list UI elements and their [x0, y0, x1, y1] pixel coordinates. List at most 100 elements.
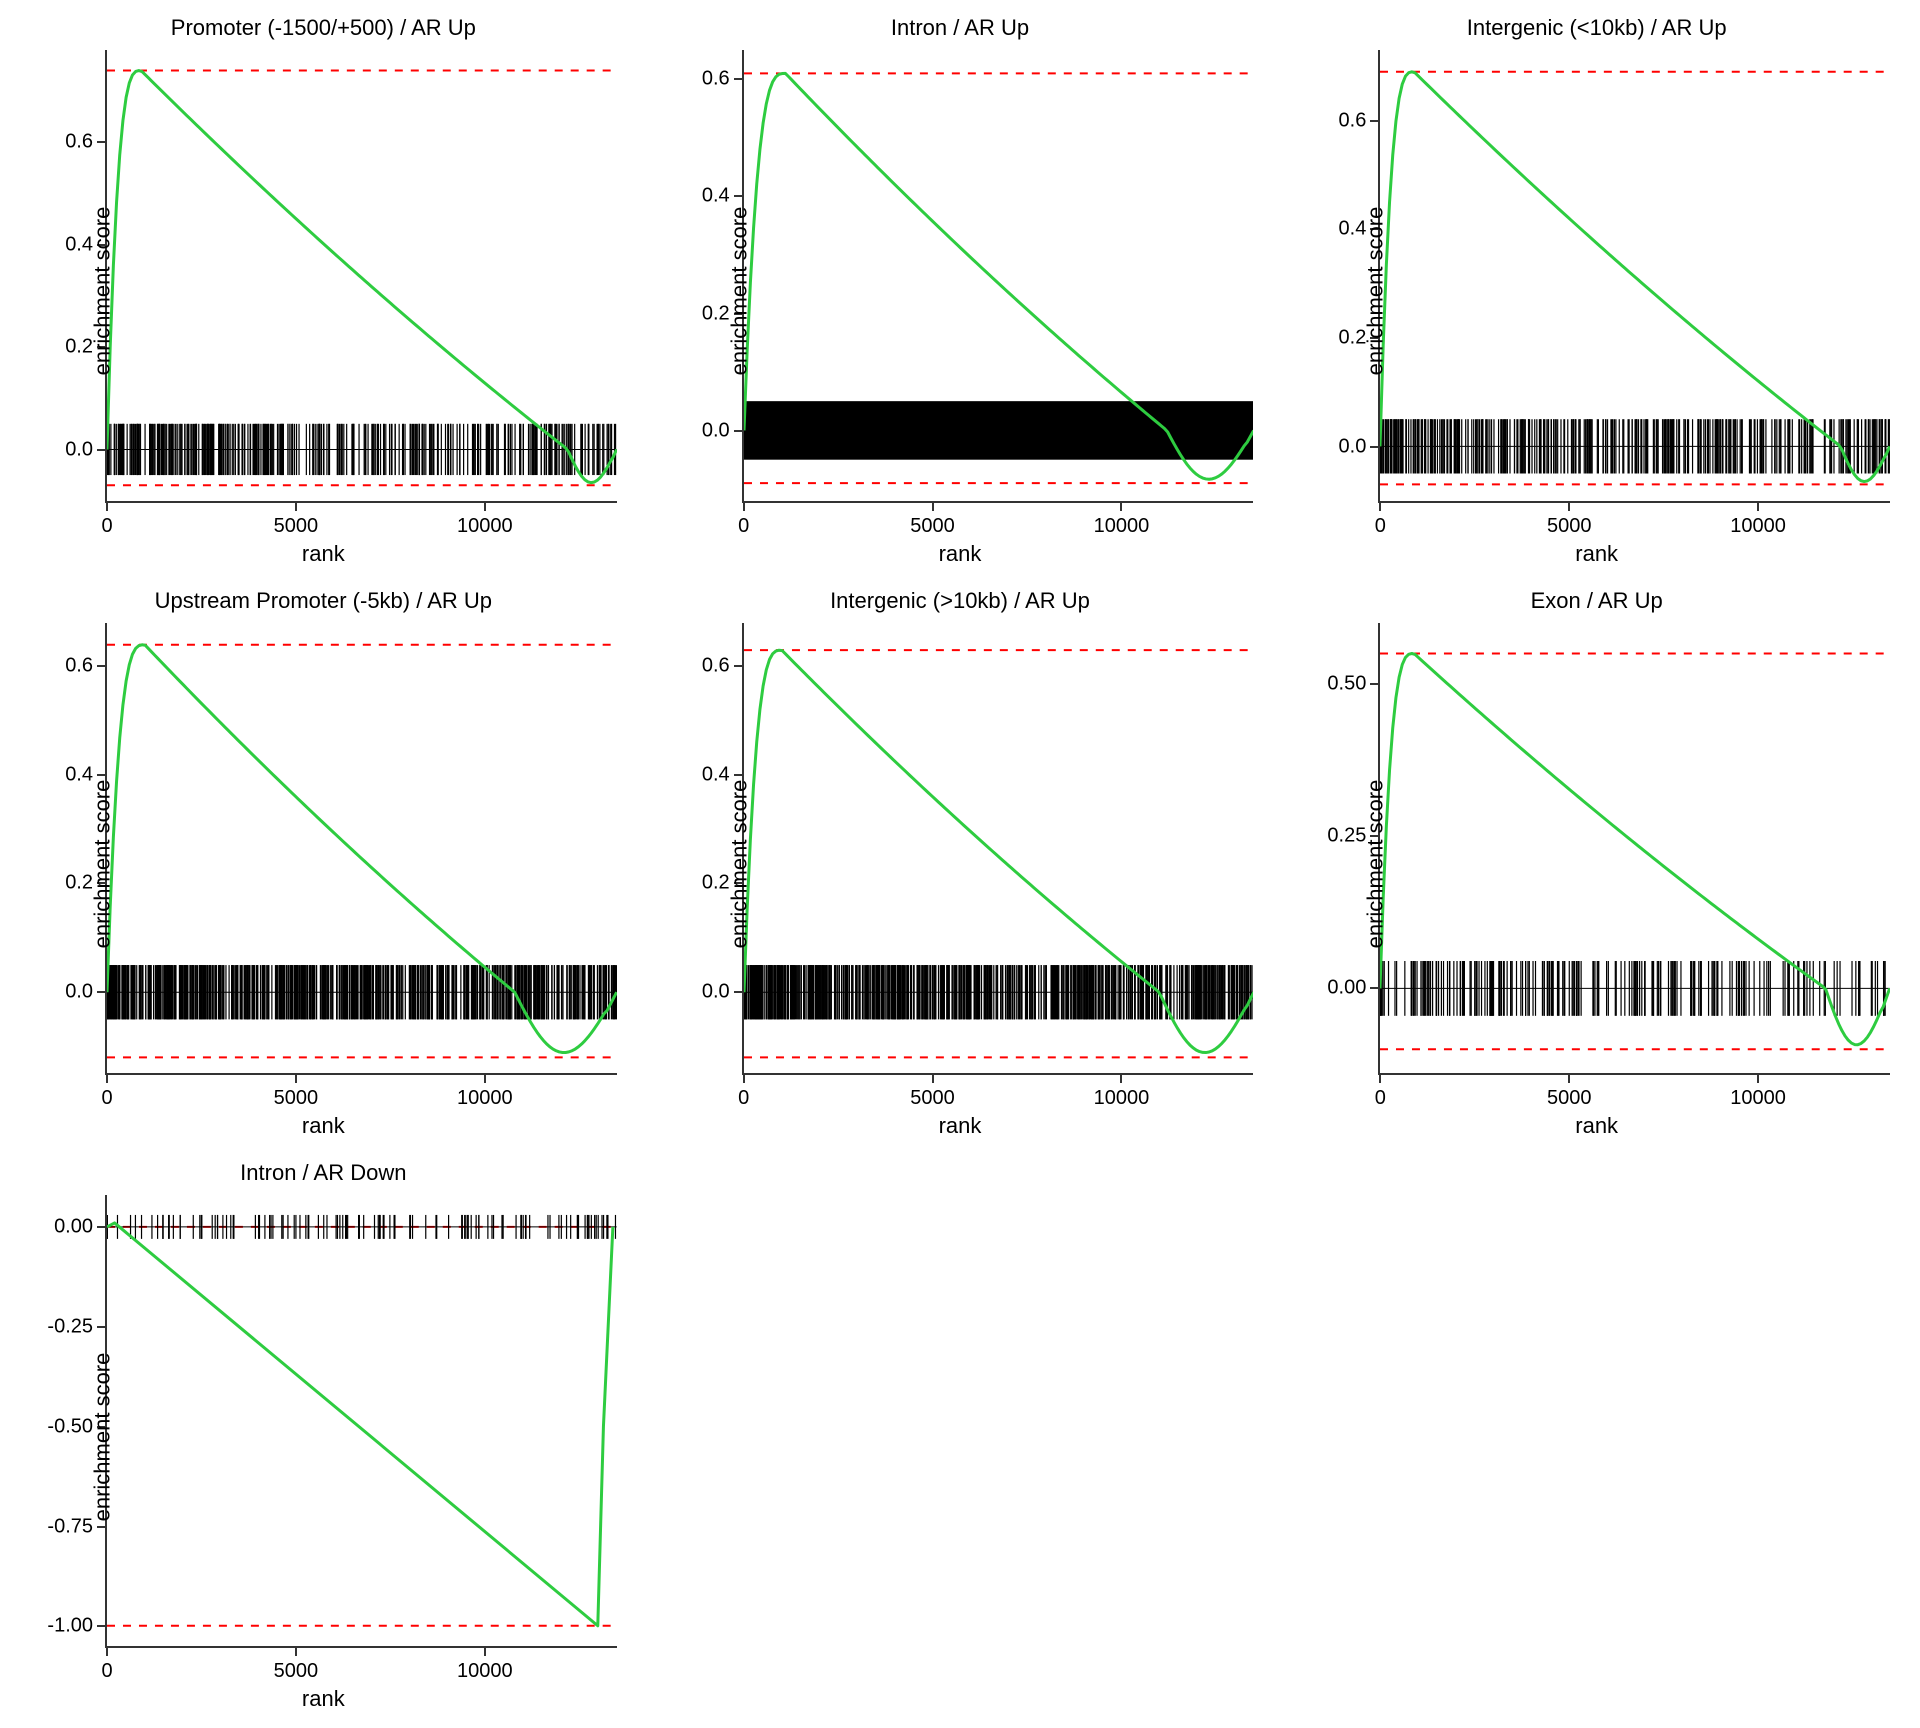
y-tick: [97, 1326, 107, 1328]
plot-svg: [744, 50, 1254, 501]
y-tick-label: -0.25: [47, 1316, 93, 1339]
x-tick-label: 5000: [1547, 1087, 1592, 1110]
plot-area: 0.000.250.500500010000: [1378, 623, 1890, 1076]
x-tick-label: 10000: [457, 515, 513, 538]
x-tick: [1568, 1073, 1570, 1083]
x-tick: [1379, 1073, 1381, 1083]
y-tick-label: 0.0: [65, 981, 93, 1004]
gsea-panel: Intron / AR Up 0.00.20.40.60500010000enri…: [647, 10, 1274, 573]
x-tick-label: 5000: [274, 1660, 319, 1683]
x-axis-label: rank: [1575, 1113, 1618, 1139]
y-tick-label: 0.0: [702, 419, 730, 442]
x-tick-label: 5000: [910, 515, 955, 538]
y-tick: [97, 1226, 107, 1228]
y-tick: [97, 1625, 107, 1627]
x-tick: [1120, 1073, 1122, 1083]
plot-svg: [1380, 50, 1890, 501]
y-tick: [734, 774, 744, 776]
plot-area: -1.00-0.75-0.50-0.250.000500010000: [105, 1195, 617, 1648]
x-tick: [1120, 501, 1122, 511]
gsea-panel: Upstream Promoter (-5kb) / AR Up 0.00.20.…: [10, 583, 637, 1146]
x-tick-label: 10000: [1094, 515, 1150, 538]
y-tick-label: -0.50: [47, 1415, 93, 1438]
x-tick-label: 5000: [910, 1087, 955, 1110]
x-tick-label: 0: [101, 1087, 112, 1110]
y-tick-label: 0.6: [702, 655, 730, 678]
panel-title: Intergenic (<10kb) / AR Up: [1283, 10, 1910, 46]
plot-svg: [744, 623, 1254, 1074]
x-tick-label: 10000: [1730, 1087, 1786, 1110]
x-tick: [1757, 1073, 1759, 1083]
plot-svg: [107, 50, 617, 501]
y-axis-label: enrichment score: [726, 780, 752, 949]
y-tick: [1370, 446, 1380, 448]
y-tick: [97, 665, 107, 667]
enrichment-curve: [107, 71, 617, 483]
panel-title: Intergenic (>10kb) / AR Up: [647, 583, 1274, 619]
y-axis-label: enrichment score: [89, 207, 115, 376]
panel-title: Promoter (-1500/+500) / AR Up: [10, 10, 637, 46]
x-tick: [295, 1073, 297, 1083]
x-tick-label: 0: [1375, 515, 1386, 538]
x-tick-label: 5000: [1547, 515, 1592, 538]
plot-svg: [1380, 623, 1890, 1074]
plot-area: 0.00.20.40.60500010000: [742, 623, 1254, 1076]
x-tick-label: 0: [1375, 1087, 1386, 1110]
x-tick: [295, 1646, 297, 1656]
x-tick: [1379, 501, 1381, 511]
x-tick-label: 5000: [274, 515, 319, 538]
x-tick-label: 10000: [457, 1660, 513, 1683]
y-tick-label: 0.00: [1327, 977, 1366, 1000]
plot-area: 0.00.20.40.60500010000: [742, 50, 1254, 503]
x-tick: [484, 1646, 486, 1656]
gsea-panel: Exon / AR Up0.000.250.500500010000enrich…: [1283, 583, 1910, 1146]
y-axis-label: enrichment score: [1363, 780, 1389, 949]
x-tick: [106, 1073, 108, 1083]
x-tick-label: 0: [738, 515, 749, 538]
x-tick: [106, 1646, 108, 1656]
y-tick: [97, 141, 107, 143]
panel-title: Intron / AR Down: [10, 1155, 637, 1191]
enrichment-curve: [107, 1223, 613, 1626]
y-tick-label: 0.6: [65, 131, 93, 154]
y-tick-label: 0.50: [1327, 672, 1366, 695]
x-tick-label: 10000: [1730, 515, 1786, 538]
y-tick-label: -0.75: [47, 1515, 93, 1538]
x-tick-label: 10000: [457, 1087, 513, 1110]
x-axis-label: rank: [939, 1113, 982, 1139]
gsea-panel: Intergenic (<10kb) / AR Up 0.00.20.40.605…: [1283, 10, 1910, 573]
x-axis-label: rank: [302, 1686, 345, 1712]
x-tick: [295, 501, 297, 511]
panel-title: Intron / AR Up: [647, 10, 1274, 46]
x-tick-label: 0: [101, 1660, 112, 1683]
x-tick: [1568, 501, 1570, 511]
y-tick: [734, 665, 744, 667]
y-tick: [1370, 120, 1380, 122]
x-axis-label: rank: [302, 1113, 345, 1139]
y-axis-label: enrichment score: [726, 207, 752, 376]
y-tick: [1370, 987, 1380, 989]
y-tick-label: -1.00: [47, 1615, 93, 1638]
x-tick-label: 5000: [274, 1087, 319, 1110]
y-tick: [97, 774, 107, 776]
x-tick: [743, 1073, 745, 1083]
y-tick-label: 0.6: [1339, 109, 1367, 132]
y-tick: [734, 430, 744, 432]
panel-title: Upstream Promoter (-5kb) / AR Up: [10, 583, 637, 619]
y-axis-label: enrichment score: [89, 780, 115, 949]
gsea-panel: Intron / AR Down -1.00-0.75-0.50-0.250.00…: [10, 1155, 637, 1718]
x-tick-label: 0: [738, 1087, 749, 1110]
panel-title: Exon / AR Up: [1283, 583, 1910, 619]
x-axis-label: rank: [939, 541, 982, 567]
y-axis-label: enrichment score: [1363, 207, 1389, 376]
y-tick: [734, 991, 744, 993]
plot-area: 0.00.20.40.60500010000: [1378, 50, 1890, 503]
y-tick-label: 0.25: [1327, 824, 1366, 847]
plot-area: 0.00.20.40.60500010000: [105, 623, 617, 1076]
y-tick: [97, 449, 107, 451]
x-tick: [932, 1073, 934, 1083]
x-tick: [484, 501, 486, 511]
x-tick: [106, 501, 108, 511]
y-tick-label: 0.6: [702, 68, 730, 91]
y-tick: [97, 1526, 107, 1528]
